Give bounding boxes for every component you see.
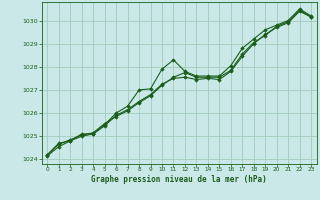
- X-axis label: Graphe pression niveau de la mer (hPa): Graphe pression niveau de la mer (hPa): [91, 175, 267, 184]
